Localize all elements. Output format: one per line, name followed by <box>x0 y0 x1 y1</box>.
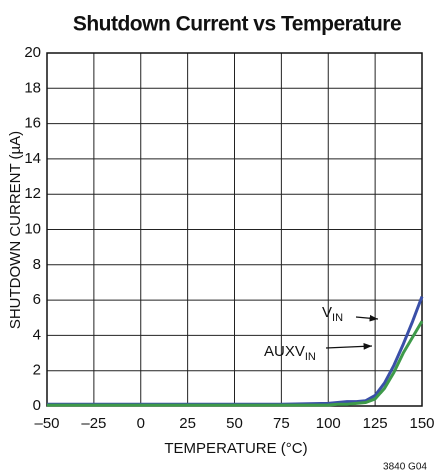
x-tick-label: 125 <box>363 415 388 432</box>
annotation-subscript: IN <box>305 351 316 363</box>
x-tick-label: 50 <box>226 415 243 432</box>
y-tick-label: 18 <box>24 79 41 96</box>
y-tick-label: 2 <box>33 362 41 379</box>
x-tick-label: 0 <box>137 415 145 432</box>
x-axis-label: TEMPERATURE (°C) <box>164 440 307 457</box>
series-annotation: AUXVIN <box>264 343 316 363</box>
x-tick-label: 25 <box>179 415 196 432</box>
x-tick-label: –25 <box>81 415 106 432</box>
y-tick-label: 16 <box>24 115 41 132</box>
y-tick-label: 14 <box>24 150 41 167</box>
y-tick-label: 10 <box>24 220 41 237</box>
x-tick-label: 75 <box>273 415 290 432</box>
annotation-text: V <box>322 304 332 321</box>
x-tick-label: –50 <box>34 415 59 432</box>
figure-note: 3840 G04 <box>383 462 427 473</box>
annotation-text: AUXV <box>264 343 305 360</box>
y-tick-label: 20 <box>24 44 41 61</box>
annotation-arrow <box>355 314 379 322</box>
y-tick-label: 12 <box>24 185 41 202</box>
annotation-subscript: IN <box>332 312 343 324</box>
series-annotation: VIN <box>322 304 343 324</box>
x-tick-label: 150 <box>409 415 434 432</box>
y-tick-label: 8 <box>33 256 41 273</box>
y-axis-label: SHUTDOWN CURRENT (µA) <box>7 131 24 329</box>
y-tick-label: 6 <box>33 291 41 308</box>
y-tick-label: 0 <box>33 397 41 414</box>
chart-title: Shutdown Current vs Temperature <box>73 13 401 36</box>
annotation-arrow <box>325 343 373 350</box>
x-tick-label: 100 <box>316 415 341 432</box>
plot <box>46 52 423 407</box>
y-tick-label: 4 <box>33 326 41 343</box>
series-line <box>47 320 424 407</box>
